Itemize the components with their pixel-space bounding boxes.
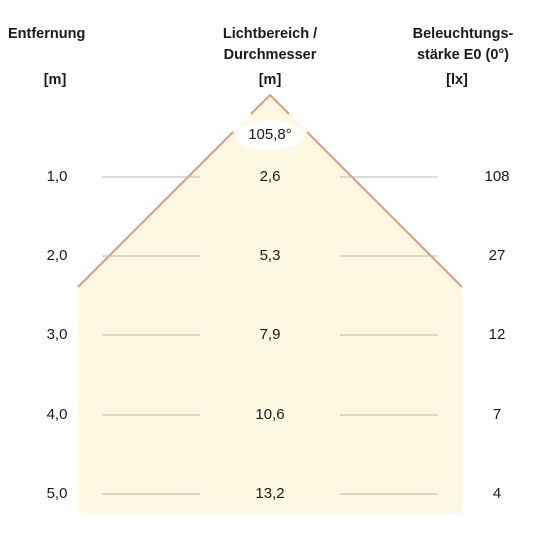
cone-edge-right <box>306 131 463 288</box>
distance-value: 4,0 <box>46 406 68 423</box>
row-lines <box>102 176 438 495</box>
illuminance-value: 4 <box>492 485 502 502</box>
diameter-value: 5,3 <box>259 247 281 264</box>
distance-value: 2,0 <box>46 247 68 264</box>
distance-value: 3,0 <box>46 326 68 343</box>
diameter-value: 2,6 <box>259 168 281 185</box>
diameter-header: Lichtbereich / Durchmesser <box>200 24 340 66</box>
beam-angle-label: 105,8° <box>248 126 292 143</box>
diameter-unit: [m] <box>258 72 282 88</box>
diameter-value: 10,6 <box>255 406 285 423</box>
illuminance-unit: [lx] <box>446 72 468 88</box>
distance-header-label: Entfernung <box>8 26 86 42</box>
diameter-header-line1: Lichtbereich / <box>222 26 318 42</box>
distance-unit: [m] <box>43 72 67 88</box>
distance-header: Entfernung <box>8 24 98 45</box>
illuminance-header: Beleuchtungs- stärke E0 (0°) <box>393 24 533 66</box>
illuminance-header-line2: stärke E0 (0°) <box>416 47 510 63</box>
cone-apex <box>250 93 290 115</box>
diameter-value: 13,2 <box>255 485 285 502</box>
diameter-header-line2: Durchmesser <box>223 47 317 63</box>
illuminance-value: 7 <box>492 406 502 423</box>
distance-value: 1,0 <box>46 168 68 185</box>
light-cone-area <box>78 95 462 513</box>
illuminance-value: 27 <box>488 247 506 264</box>
distance-value: 5,0 <box>46 485 68 502</box>
illuminance-header-line1: Beleuchtungs- <box>412 26 514 42</box>
illuminance-value: 12 <box>488 326 506 343</box>
diameter-value: 7,9 <box>259 326 281 343</box>
illuminance-value: 108 <box>484 168 510 185</box>
angle-label-background <box>236 120 304 150</box>
cone-edge-left <box>77 131 234 288</box>
